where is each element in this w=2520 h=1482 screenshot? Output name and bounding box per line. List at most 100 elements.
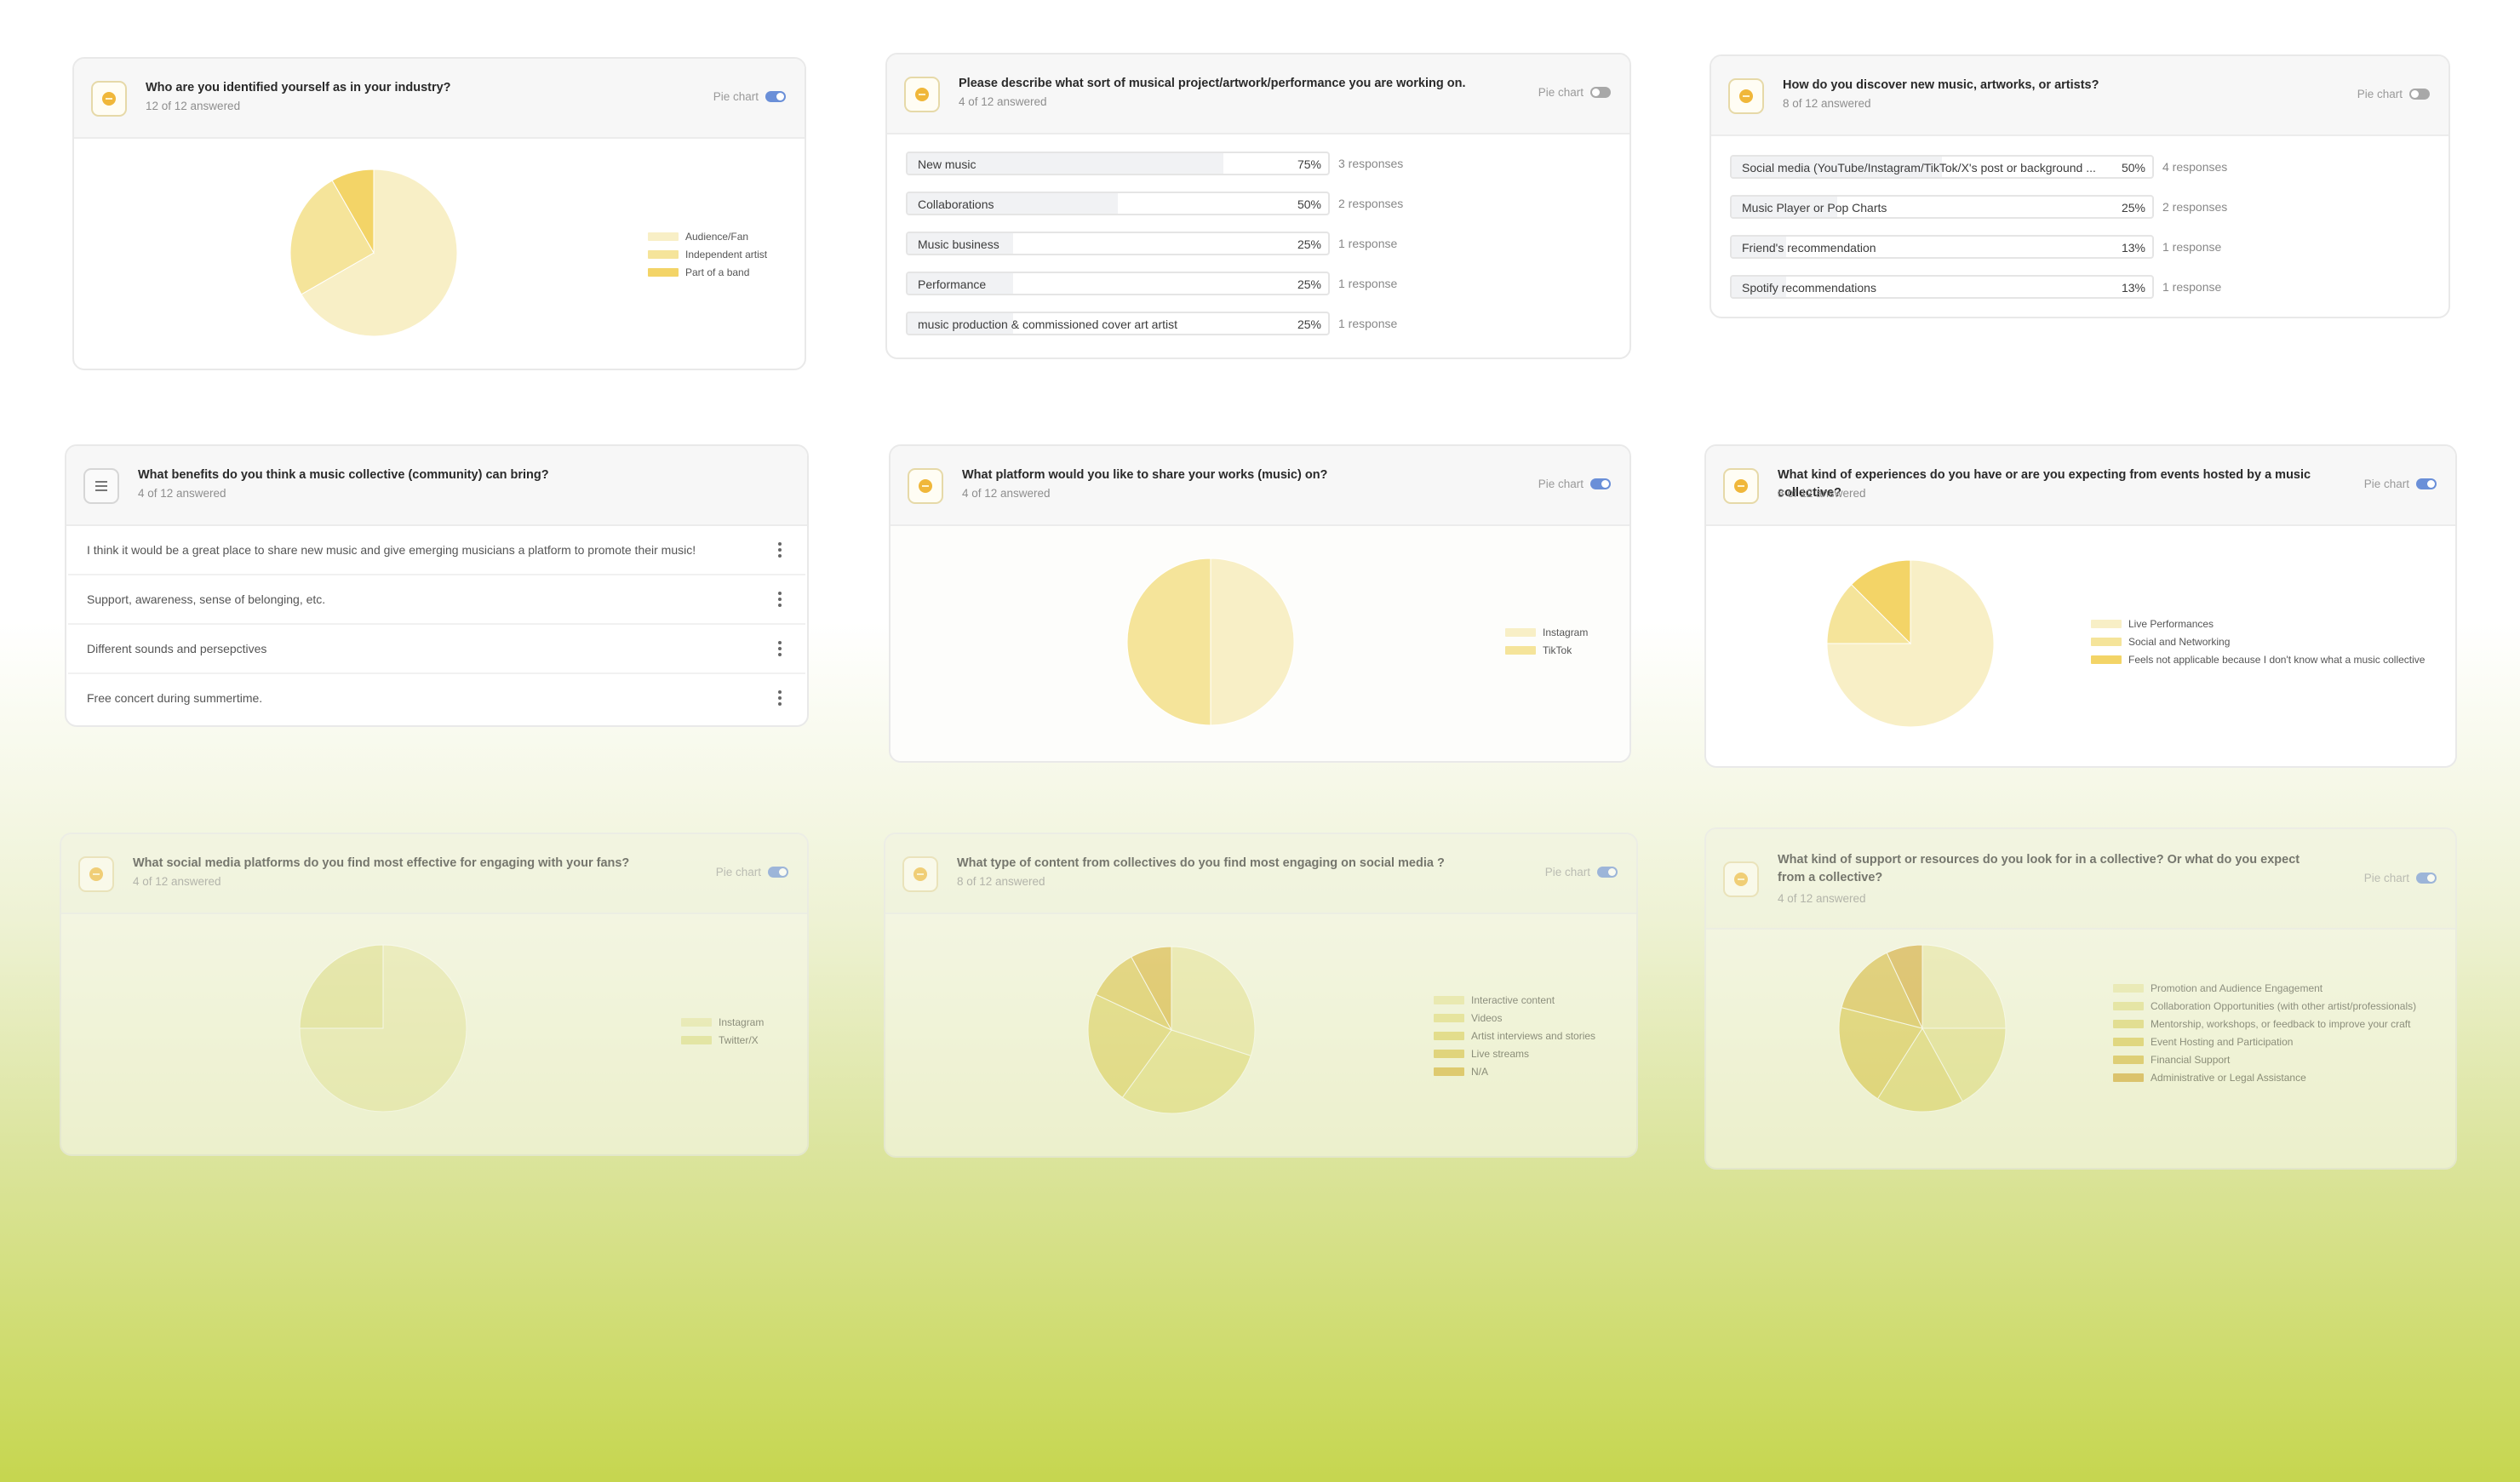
card-header: What kind of experiences do you have or … bbox=[1706, 446, 2455, 526]
chart-legend: Live Performances Social and Networking Fe… bbox=[2091, 615, 2425, 668]
legend-label: Instagram bbox=[1543, 626, 1589, 638]
pie-chart-toggle[interactable]: Pie chart bbox=[716, 866, 788, 878]
toggle-switch-icon[interactable] bbox=[2416, 873, 2437, 884]
pie-chart-toggle[interactable]: Pie chart bbox=[1538, 86, 1611, 99]
bar-label: Collaborations bbox=[918, 197, 994, 211]
more-options-icon[interactable] bbox=[778, 690, 782, 706]
bar-track: Social media (YouTube/Instagram/TikTok/X… bbox=[1730, 155, 2154, 179]
response-count: 3 responses bbox=[1338, 157, 1404, 170]
chart-legend: Promotion and Audience Engagement Collabo… bbox=[2113, 979, 2416, 1086]
legend-swatch bbox=[1434, 995, 1464, 1004]
pie-chart bbox=[289, 169, 458, 337]
legend-item: Feels not applicable because I don't kno… bbox=[2091, 650, 2425, 668]
bar-row: Friend's recommendation 13% 1 response bbox=[1730, 235, 2221, 259]
text-question-icon bbox=[83, 468, 119, 504]
pie-slice-0 bbox=[1922, 944, 2007, 1029]
card-body: Interactive content Videos Artist intervie… bbox=[885, 914, 1636, 1156]
response-count: 1 response bbox=[1338, 237, 1398, 250]
more-options-icon[interactable] bbox=[778, 592, 782, 607]
legend-swatch bbox=[2113, 1019, 2144, 1028]
question-title: What kind of experiences do you have or … bbox=[1778, 468, 2311, 500]
response-text: Different sounds and persepctives bbox=[87, 642, 267, 655]
pie-chart bbox=[1087, 946, 1256, 1114]
legend-swatch bbox=[1434, 1013, 1464, 1022]
legend-label: Live Performances bbox=[2128, 617, 2214, 630]
legend-item: Instagram bbox=[681, 1013, 764, 1031]
pie-chart-toggle[interactable]: Pie chart bbox=[713, 90, 786, 103]
pie-chart bbox=[299, 944, 467, 1113]
answered-count: 4 of 12 answered bbox=[138, 487, 226, 500]
question-card-support-resources: What kind of support or resources do you… bbox=[1704, 827, 2457, 1170]
toggle-switch-icon[interactable] bbox=[2409, 89, 2430, 100]
answered-count: 8 of 12 answered bbox=[957, 875, 1045, 888]
legend-swatch bbox=[2113, 1001, 2144, 1010]
legend-label: Promotion and Audience Engagement bbox=[2151, 981, 2323, 994]
response-row: Different sounds and persepctives bbox=[68, 625, 805, 674]
legend-item: Promotion and Audience Engagement bbox=[2113, 979, 2416, 997]
legend-swatch bbox=[1434, 1067, 1464, 1076]
response-row: Support, awareness, sense of belonging, … bbox=[68, 575, 805, 625]
response-row: Free concert during summertime. bbox=[68, 674, 805, 724]
response-list: I think it would be a great place to sha… bbox=[66, 526, 807, 725]
bar-track: music production & commissioned cover ar… bbox=[906, 312, 1330, 335]
toggle-switch-icon[interactable] bbox=[1590, 478, 1611, 489]
legend-item: Part of a band bbox=[648, 263, 767, 281]
legend-label: Social and Networking bbox=[2128, 635, 2231, 648]
response-count: 2 responses bbox=[1338, 197, 1404, 210]
answered-count: 8 of 12 answered bbox=[1783, 97, 1871, 110]
pie-slice-4 bbox=[1841, 952, 1923, 1029]
legend-swatch bbox=[2091, 637, 2122, 646]
toggle-switch-icon[interactable] bbox=[768, 867, 788, 878]
bar-track: Spotify recommendations 13% bbox=[1730, 275, 2154, 299]
legend-item: Interactive content bbox=[1434, 991, 1595, 1009]
legend-label: Artist interviews and stories bbox=[1471, 1029, 1596, 1042]
bar-fill bbox=[1732, 237, 1787, 257]
bar-fill bbox=[908, 233, 1013, 254]
response-text: I think it would be a great place to sha… bbox=[87, 543, 696, 557]
pie-chart-toggle[interactable]: Pie chart bbox=[2357, 88, 2430, 100]
legend-swatch bbox=[1434, 1049, 1464, 1058]
bar-list: New music 75% 3 responses Collaborations 50%… bbox=[887, 134, 1629, 358]
more-options-icon[interactable] bbox=[778, 542, 782, 558]
card-header: What social media platforms do you find … bbox=[61, 834, 807, 914]
legend-swatch bbox=[1505, 627, 1536, 637]
bar-label: Music Player or Pop Charts bbox=[1742, 201, 1887, 215]
pie-chart-toggle[interactable]: Pie chart bbox=[2364, 872, 2437, 884]
pie-slice-0 bbox=[1826, 559, 1995, 728]
legend-item: Live Performances bbox=[2091, 615, 2425, 632]
chart-legend: Interactive content Videos Artist intervie… bbox=[1434, 991, 1595, 1080]
toggle-switch-icon[interactable] bbox=[1597, 867, 1618, 878]
question-card-discover-music: How do you discover new music, artworks,… bbox=[1710, 54, 2450, 318]
toggle-switch-icon[interactable] bbox=[2416, 478, 2437, 489]
pie-chart-toggle[interactable]: Pie chart bbox=[2364, 478, 2437, 490]
question-title: How do you discover new music, artworks,… bbox=[1783, 78, 2099, 92]
legend-item: TikTok bbox=[1505, 641, 1588, 659]
pie-slice-0 bbox=[301, 169, 458, 337]
legend-label: Live streams bbox=[1471, 1047, 1530, 1060]
legend-item: Social and Networking bbox=[2091, 632, 2425, 650]
choice-question-icon bbox=[904, 77, 940, 112]
pie-chart-toggle[interactable]: Pie chart bbox=[1545, 866, 1618, 878]
bar-percent: 50% bbox=[1297, 197, 1321, 211]
bar-label: music production & commissioned cover ar… bbox=[918, 318, 1177, 331]
bar-percent: 25% bbox=[1297, 278, 1321, 291]
pie-slice-4 bbox=[1131, 946, 1172, 1031]
card-body: Audience/Fan Independent artist Part of a … bbox=[74, 139, 805, 369]
pie-chart-label: Pie chart bbox=[2363, 478, 2409, 490]
bar-row: music production & commissioned cover ar… bbox=[906, 312, 1397, 335]
question-title: What benefits do you think a music colle… bbox=[138, 468, 549, 482]
bar-percent: 25% bbox=[1297, 237, 1321, 251]
legend-item: Independent artist bbox=[648, 245, 767, 263]
choice-question-icon bbox=[1723, 861, 1759, 897]
pie-chart-label: Pie chart bbox=[2363, 872, 2409, 884]
question-title: What platform would you like to share yo… bbox=[962, 468, 1328, 482]
toggle-switch-icon[interactable] bbox=[765, 91, 786, 102]
pie-chart-toggle[interactable]: Pie chart bbox=[1538, 478, 1611, 490]
bar-fill bbox=[908, 273, 1013, 294]
bar-row: Music Player or Pop Charts 25% 2 responses bbox=[1730, 195, 2227, 219]
bar-percent: 50% bbox=[2121, 161, 2145, 175]
toggle-switch-icon[interactable] bbox=[1590, 87, 1611, 98]
bar-track: New music 75% bbox=[906, 152, 1330, 175]
legend-swatch bbox=[1505, 645, 1536, 655]
more-options-icon[interactable] bbox=[778, 641, 782, 656]
